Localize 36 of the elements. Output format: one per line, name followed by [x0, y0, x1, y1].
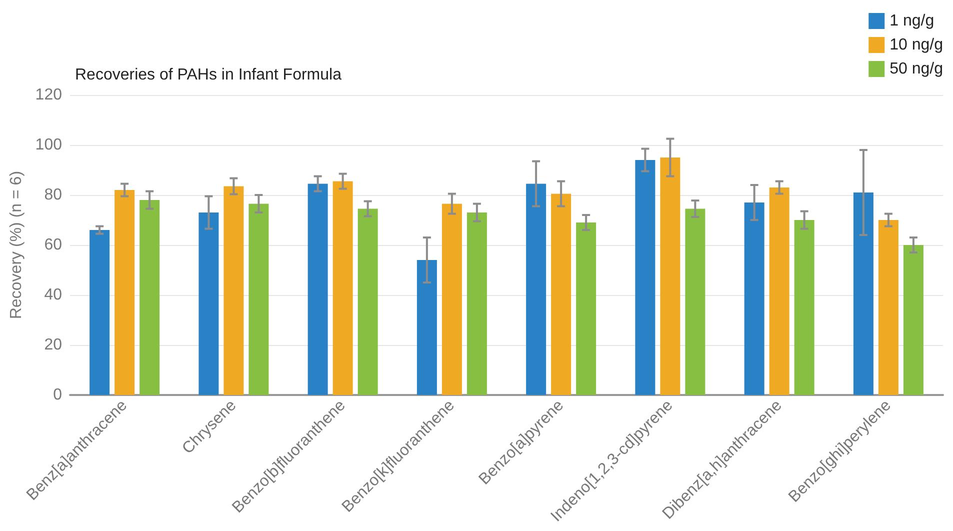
bar — [198, 212, 219, 395]
bar — [744, 202, 764, 395]
bar — [576, 222, 596, 395]
bar — [140, 200, 160, 395]
bar — [903, 245, 924, 395]
bar — [878, 220, 898, 395]
y-tick-label: 60 — [44, 236, 62, 254]
bar — [224, 186, 244, 395]
bar — [308, 184, 328, 395]
bar — [416, 260, 437, 395]
bar — [114, 190, 135, 395]
y-tick-label: 80 — [44, 186, 62, 204]
legend-label: 1 ng/g — [890, 12, 934, 30]
y-axis-title: Recovery (%) (n = 6) — [8, 170, 25, 320]
bar — [685, 208, 706, 395]
legend-label: 10 ng/g — [890, 36, 944, 54]
legend-label: 50 ng/g — [890, 60, 944, 78]
y-tick-label: 120 — [35, 86, 62, 104]
bar — [358, 208, 378, 395]
y-tick-label: 40 — [44, 286, 62, 304]
y-tick-label: 20 — [44, 336, 62, 354]
bar — [853, 192, 874, 395]
bar — [769, 188, 790, 395]
bar — [332, 181, 353, 395]
y-tick-label: 100 — [35, 136, 62, 154]
bar — [551, 194, 572, 395]
bar — [526, 184, 546, 395]
bar — [660, 158, 680, 395]
bar — [635, 160, 656, 395]
bar — [442, 204, 462, 395]
chart-title: Recoveries of PAHs in Infant Formula — [75, 66, 342, 84]
bar — [794, 220, 814, 395]
bar — [248, 204, 269, 395]
y-tick-label: 0 — [53, 386, 62, 404]
bar — [90, 230, 110, 395]
bar — [466, 212, 487, 395]
